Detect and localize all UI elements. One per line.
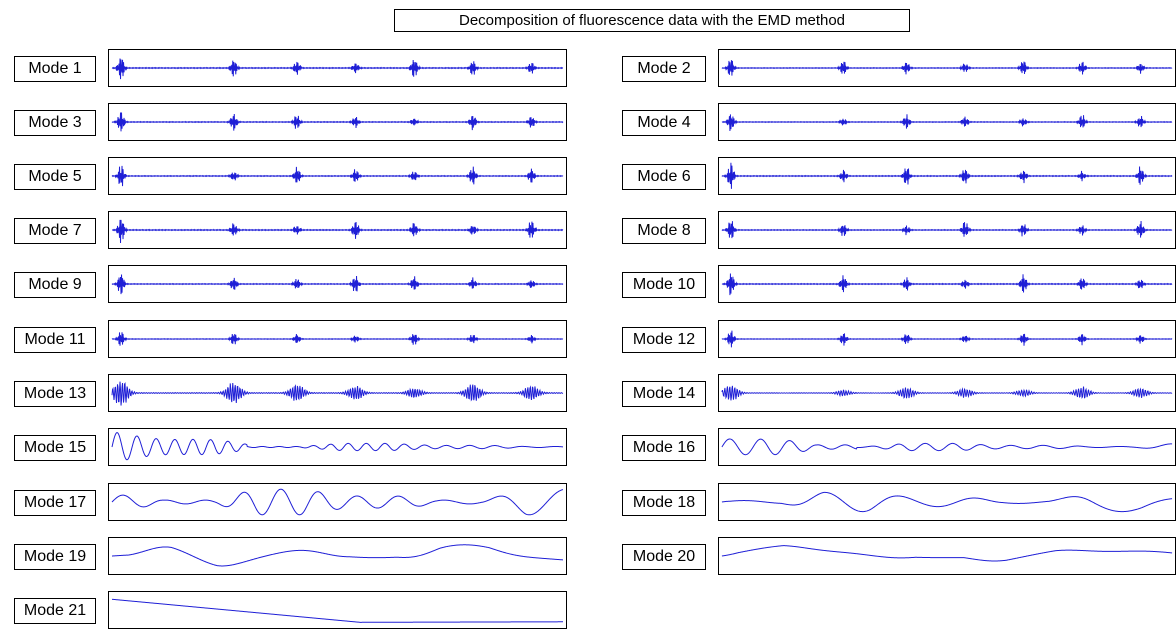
mode-label: Mode 21 [14,598,96,624]
mode-label: Mode 5 [14,164,96,190]
mode-plot [108,537,567,575]
mode-plot-svg [721,438,1173,456]
mode-series-line [111,544,564,567]
mode-plot [718,483,1176,521]
mode-plot [108,211,567,249]
mode-label: Mode 19 [14,544,96,570]
mode-plot [108,103,567,141]
mode-plot-svg [111,598,563,623]
mode-plot-svg [111,112,564,132]
mode-series-line [111,488,564,516]
mode-label: Mode 12 [622,327,706,353]
mode-label: Mode 1 [14,56,96,82]
mode-plot-svg [111,332,564,346]
mode-plot-svg [721,385,1173,401]
mode-label: Mode 16 [622,435,706,461]
mode-series-line [721,438,1173,456]
mode-plot-svg [111,219,564,244]
mode-plot-svg [111,381,564,406]
mode-plot-svg [111,58,564,80]
mode-series-line [111,58,564,80]
mode-label: Mode 2 [622,56,706,82]
mode-plot-svg [111,544,564,567]
mode-plot [108,320,567,358]
mode-label: Mode 20 [622,544,706,570]
mode-plot [108,428,567,466]
mode-label: Mode 10 [622,272,706,298]
mode-plot [108,157,567,195]
mode-series-line [111,219,564,244]
mode-series-line [111,112,564,132]
mode-plot-svg [111,432,564,461]
mode-plot [108,265,567,303]
mode-series-line [721,273,1173,296]
mode-plot-svg [111,165,564,187]
mode-label: Mode 17 [14,490,96,516]
mode-series-line [721,545,1173,562]
mode-plot [108,483,567,521]
mode-plot-svg [721,162,1173,189]
mode-label: Mode 8 [622,218,706,244]
mode-label: Mode 3 [14,110,96,136]
mode-plot [718,428,1176,466]
mode-series-line [111,332,564,346]
mode-label: Mode 14 [622,381,706,407]
mode-label: Mode 7 [14,218,96,244]
mode-series-line [111,165,564,187]
mode-series-line [721,60,1173,76]
mode-series-line [721,491,1173,513]
mode-label: Mode 15 [14,435,96,461]
mode-plot-svg [721,221,1173,239]
mode-series-line [111,274,564,295]
mode-plot-svg [111,488,564,516]
mode-plot-svg [721,60,1173,76]
mode-plot [108,374,567,412]
mode-label: Mode 6 [622,164,706,190]
mode-plot-svg [721,545,1173,562]
mode-series-line [721,385,1173,401]
mode-plot-svg [721,114,1173,132]
mode-plot [718,49,1176,87]
mode-series-line [721,162,1173,189]
mode-plot [718,211,1176,249]
mode-plot [718,374,1176,412]
mode-plot-svg [721,273,1173,296]
mode-label: Mode 11 [14,327,96,353]
mode-label: Mode 18 [622,490,706,516]
mode-series-line [111,381,564,406]
mode-plot [718,265,1176,303]
mode-series-line [721,221,1173,239]
mode-series-line [111,598,563,623]
mode-plot-svg [721,330,1173,348]
mode-series-line [721,114,1173,132]
mode-plot [718,157,1176,195]
mode-label: Mode 9 [14,272,96,298]
mode-label: Mode 4 [622,110,706,136]
mode-plot-svg [721,491,1173,513]
mode-plot [108,591,567,629]
chart-title: Decomposition of fluorescence data with … [394,9,910,32]
mode-plot-svg [111,274,564,295]
mode-series-line [111,432,564,461]
mode-label: Mode 13 [14,381,96,407]
mode-series-line [721,330,1173,348]
mode-plot [718,320,1176,358]
mode-plot [718,537,1176,575]
mode-plot [108,49,567,87]
mode-plot [718,103,1176,141]
